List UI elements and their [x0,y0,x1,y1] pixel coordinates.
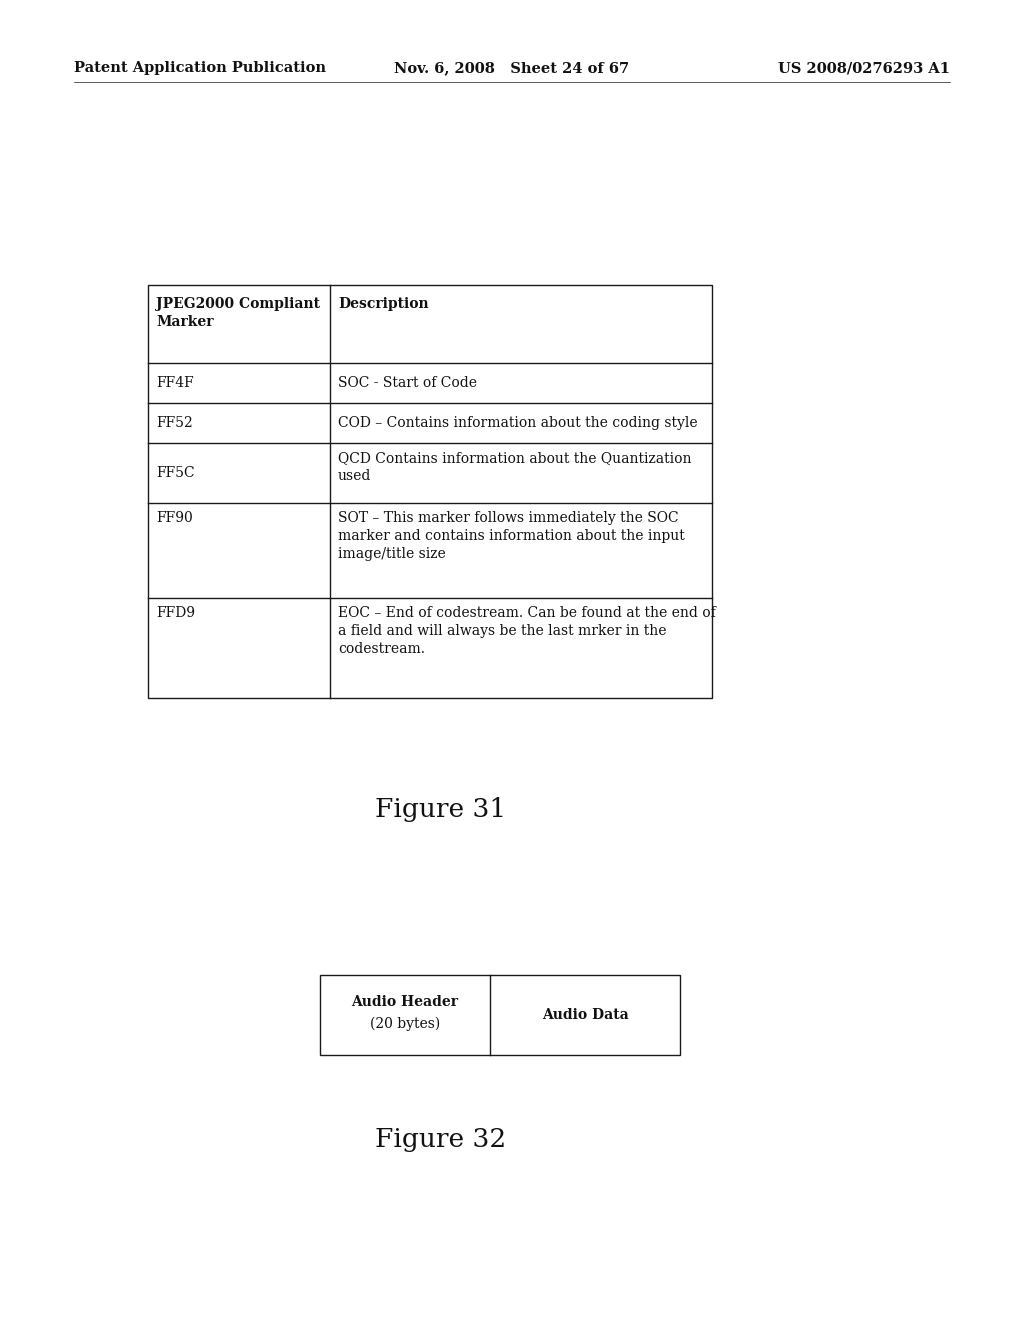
Bar [319,975,680,1055]
Text: SOT – This marker follows immediately the SOC: SOT – This marker follows immediately th… [338,511,679,525]
Text: FF5C: FF5C [156,466,195,480]
Bar [148,285,712,698]
Text: Description: Description [338,297,429,312]
Text: image/title size: image/title size [338,546,445,561]
Text: US 2008/0276293 A1: US 2008/0276293 A1 [778,61,950,75]
Text: QCD Contains information about the Quantization: QCD Contains information about the Quant… [338,451,691,465]
Text: JPEG2000 Compliant: JPEG2000 Compliant [156,297,319,312]
Text: Audio Data: Audio Data [542,1008,629,1022]
Text: FFD9: FFD9 [156,606,195,620]
Text: Marker: Marker [156,315,213,329]
Text: Audio Header: Audio Header [351,995,459,1008]
Text: Figure 31: Figure 31 [375,797,506,822]
Text: Figure 32: Figure 32 [375,1127,506,1152]
Text: (20 bytes): (20 bytes) [370,1016,440,1031]
Text: SOC - Start of Code: SOC - Start of Code [338,376,477,389]
Text: FF4F: FF4F [156,376,194,389]
Text: EOC – End of codestream. Can be found at the end of: EOC – End of codestream. Can be found at… [338,606,716,620]
Text: codestream.: codestream. [338,642,425,656]
Text: FF90: FF90 [156,511,193,525]
Text: marker and contains information about the input: marker and contains information about th… [338,529,685,543]
Text: used: used [338,469,372,483]
Text: a field and will always be the last mrker in the: a field and will always be the last mrke… [338,624,667,638]
Text: Patent Application Publication: Patent Application Publication [74,61,326,75]
Text: Nov. 6, 2008   Sheet 24 of 67: Nov. 6, 2008 Sheet 24 of 67 [394,61,630,75]
Text: FF52: FF52 [156,416,193,430]
Text: COD – Contains information about the coding style: COD – Contains information about the cod… [338,416,697,430]
